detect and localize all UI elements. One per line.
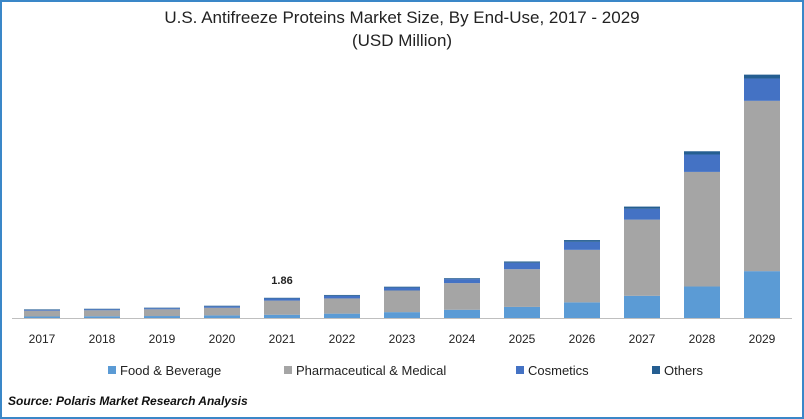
- bar-segment-food-beverage-2018: [84, 316, 120, 318]
- bar-segment-cosmetics-2026: [564, 241, 600, 250]
- bar-segment-cosmetics-2029: [744, 78, 780, 101]
- x-tick-label-2021: 2021: [269, 332, 296, 346]
- legend-swatch-3: [516, 366, 524, 374]
- bar-segment-others-2019: [144, 307, 180, 309]
- bar-segment-others-2027: [624, 206, 660, 209]
- bar-segment-cosmetics-2027: [624, 208, 660, 220]
- bar-segment-cosmetics-2018: [84, 309, 120, 311]
- bar-segment-pharmaceutical-medical-2027: [624, 219, 660, 296]
- data-label-2021: 1.86: [271, 275, 292, 287]
- bar-segment-pharmaceutical-medical-2026: [564, 249, 600, 303]
- legend-label-2: Pharmaceutical & Medical: [296, 363, 446, 378]
- bar-segment-others-2020: [204, 305, 240, 307]
- bar-segment-food-beverage-2019: [144, 316, 180, 318]
- bar-segment-others-2021: [264, 297, 300, 299]
- bar-segment-food-beverage-2027: [624, 295, 660, 318]
- bar-segment-cosmetics-2021: [264, 298, 300, 301]
- bar-segment-others-2017: [24, 309, 60, 310]
- bar-segment-others-2024: [444, 278, 480, 280]
- x-tick-label-2017: 2017: [29, 332, 56, 346]
- x-tick-label-2022: 2022: [329, 332, 356, 346]
- legend-label-1: Food & Beverage: [120, 363, 221, 378]
- bar-segment-pharmaceutical-medical-2023: [384, 290, 420, 313]
- bar-segment-cosmetics-2022: [324, 295, 360, 299]
- legend-swatch-2: [284, 366, 292, 374]
- x-tick-label-2028: 2028: [689, 332, 716, 346]
- source-note: Source: Polaris Market Research Analysis: [8, 394, 248, 408]
- bar-segment-others-2028: [684, 151, 720, 155]
- bar-segment-cosmetics-2020: [204, 306, 240, 308]
- bar-segment-pharmaceutical-medical-2024: [444, 283, 480, 310]
- bar-segment-others-2025: [504, 261, 540, 263]
- bar-segment-food-beverage-2029: [744, 271, 780, 318]
- x-tick-label-2029: 2029: [749, 332, 776, 346]
- chart-title-block: U.S. Antifreeze Proteins Market Size, By…: [0, 6, 804, 52]
- x-tick-label-2018: 2018: [89, 332, 116, 346]
- bar-segment-pharmaceutical-medical-2028: [684, 171, 720, 287]
- bar-segment-others-2026: [564, 240, 600, 242]
- bar-segment-cosmetics-2025: [504, 262, 540, 270]
- legend-label-4: Others: [664, 363, 704, 378]
- bar-segment-cosmetics-2017: [24, 309, 60, 311]
- x-tick-label-2026: 2026: [569, 332, 596, 346]
- bar-segment-food-beverage-2024: [444, 309, 480, 318]
- bar-segment-food-beverage-2026: [564, 302, 600, 318]
- legend-swatch-4: [652, 366, 660, 374]
- bar-segment-food-beverage-2020: [204, 315, 240, 318]
- bar-segment-others-2018: [84, 308, 120, 310]
- x-tick-label-2019: 2019: [149, 332, 176, 346]
- bar-segment-pharmaceutical-medical-2019: [144, 309, 180, 317]
- bar-segment-food-beverage-2025: [504, 306, 540, 318]
- bar-segment-pharmaceutical-medical-2029: [744, 100, 780, 272]
- bar-segment-food-beverage-2021: [264, 314, 300, 318]
- x-tick-label-2025: 2025: [509, 332, 536, 346]
- bar-segment-pharmaceutical-medical-2021: [264, 300, 300, 315]
- bar-segment-others-2022: [324, 294, 360, 296]
- x-tick-label-2023: 2023: [389, 332, 416, 346]
- bar-segment-pharmaceutical-medical-2025: [504, 269, 540, 307]
- bar-segment-cosmetics-2024: [444, 279, 480, 284]
- bar-segment-others-2029: [744, 74, 780, 79]
- bar-segment-food-beverage-2017: [24, 316, 60, 318]
- bar-segment-food-beverage-2023: [384, 312, 420, 318]
- bar-segment-pharmaceutical-medical-2022: [324, 298, 360, 314]
- chart-title: U.S. Antifreeze Proteins Market Size, By…: [164, 8, 640, 27]
- x-tick-label-2027: 2027: [629, 332, 656, 346]
- chart-subtitle: (USD Million): [351, 31, 453, 50]
- x-tick-label-2020: 2020: [209, 332, 236, 346]
- bar-segment-others-2023: [384, 286, 420, 288]
- legend-swatch-1: [108, 366, 116, 374]
- bar-segment-cosmetics-2023: [384, 287, 420, 291]
- bar-segment-cosmetics-2028: [684, 154, 720, 172]
- bar-segment-food-beverage-2022: [324, 313, 360, 318]
- bar-segment-pharmaceutical-medical-2017: [24, 310, 60, 317]
- legend-label-3: Cosmetics: [528, 363, 589, 378]
- bar-segment-cosmetics-2019: [144, 308, 180, 310]
- x-tick-label-2024: 2024: [449, 332, 476, 346]
- bar-segment-pharmaceutical-medical-2020: [204, 307, 240, 316]
- bar-segment-pharmaceutical-medical-2018: [84, 310, 120, 317]
- bar-segment-food-beverage-2028: [684, 286, 720, 318]
